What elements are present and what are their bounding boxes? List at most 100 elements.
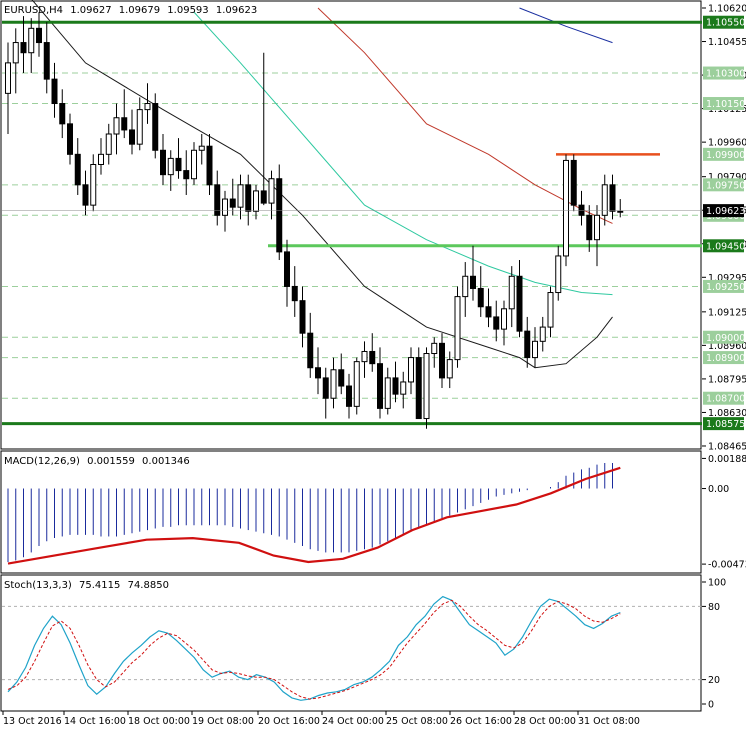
bullish-candle [423,353,430,420]
bearish-candle [67,123,73,155]
price-panel[interactable]: 1.106201.104551.102901.101251.099601.097… [2,0,746,452]
stoch-header: Stoch(13,3,3) 75.4115 74.8850 [4,580,169,591]
bullish-candle [113,117,120,135]
bearish-candle [493,316,500,330]
level-label-box [703,351,744,365]
time-axis-label: 19 Oct 08:00 [192,716,254,727]
level-label-box [703,97,744,111]
symbol-label: EURUSD,H4 [4,5,63,16]
level-label-box [703,279,744,293]
bullish-candle [330,369,337,399]
current-price-box [703,204,744,218]
high-value: 1.09679 [119,5,160,16]
level-label-text: 1.09450 [706,241,745,252]
stoch-k-value: 75.4115 [79,580,120,591]
bullish-candle [446,359,453,379]
level-label-box [703,147,744,161]
bearish-candle [315,367,321,379]
price-axis-label: 1.08795 [708,374,746,385]
bullish-candle [98,153,104,165]
time-axis-label: 24 Oct 00:00 [322,716,384,727]
bullish-candle [268,178,275,204]
close-value: 1.09623 [216,5,257,16]
macd-signal-value: 0.001346 [142,456,190,467]
level-label-box [703,417,744,431]
bullish-candle [237,184,244,208]
level-label-text: 1.08575 [706,419,745,430]
bullish-candle [462,275,469,298]
bullish-candle [431,342,438,355]
macd-axis-label: 0.001886 [708,454,746,465]
level-label-text: 1.09250 [706,282,745,293]
bearish-candle [152,103,159,151]
stoch-panel[interactable]: 100 80 20 0 [2,578,726,711]
bearish-candle [36,27,42,44]
time-axis-label: 14 Oct 16:00 [64,716,126,727]
ma-mid-line [193,11,613,296]
price-axis-label: 1.09125 [708,307,746,318]
bullish-candle [191,149,197,180]
bearish-candle [206,145,213,186]
level-label-text: 1.08900 [706,353,745,364]
bullish-candle [408,357,414,383]
macd-panel[interactable]: 0.001886 0.00 -0.004731 [7,454,746,571]
bullish-candle [539,326,546,342]
stoch-label: Stoch(13,3,3) [4,580,72,591]
bearish-candle [276,178,283,253]
low-value: 1.09593 [167,5,208,16]
time-axis-label: 18 Oct 00:00 [128,716,190,727]
bearish-candle [392,377,399,395]
bullish-candle [617,210,624,213]
price-axis-label: 1.08465 [708,441,746,452]
price-axis-label: 1.09960 [708,138,746,149]
bullish-candle [136,109,143,145]
bullish-candle [508,275,515,310]
price-axis-label: 1.10455 [708,37,746,48]
time-axis-label: 28 Oct 00:00 [514,716,576,727]
bearish-candle [183,170,190,180]
bearish-candle [346,385,352,407]
stoch-d-line [7,599,621,700]
level-label-box [703,178,744,192]
bearish-candle [245,184,252,212]
bearish-candle [609,184,616,212]
bearish-candle [369,350,376,365]
price-axis-label: 1.08960 [708,341,746,352]
stoch-axis-label: 20 [708,675,720,686]
bearish-candle [291,285,298,302]
level-label-box [703,66,744,80]
bullish-candle [601,184,608,216]
bearish-candle [578,204,585,216]
bullish-candle [12,42,19,64]
level-label-text: 1.09000 [706,333,745,344]
bearish-candle [470,275,476,289]
bearish-candle [214,184,221,216]
bearish-candle [260,190,267,204]
price-axis-label: 1.08630 [708,408,746,419]
bullish-candle [454,296,461,361]
level-label-text: 1.09900 [706,150,745,161]
bullish-candle [253,190,259,212]
level-label-text: 1.10550 [706,18,745,29]
bullish-candle [198,145,205,151]
bearish-candle [439,342,445,379]
bearish-candle [229,198,236,208]
price-axis-label: 1.09295 [708,273,746,284]
bearish-candle [74,153,81,186]
bearish-candle [20,42,27,54]
bearish-candle [284,251,290,287]
bearish-candle [307,332,314,369]
stoch-axis-label: 100 [708,578,726,589]
stoch-panel-frame [0,574,702,712]
bullish-candle [144,103,151,111]
time-axis-label: 31 Oct 08:00 [578,716,640,727]
bearish-candle [160,149,166,176]
bearish-candle [377,363,383,409]
macd-panel-frame [0,450,702,574]
bearish-candle [485,306,492,318]
bearish-candle [299,300,306,334]
ma-fast-line [31,0,613,369]
bearish-candle [82,184,89,206]
